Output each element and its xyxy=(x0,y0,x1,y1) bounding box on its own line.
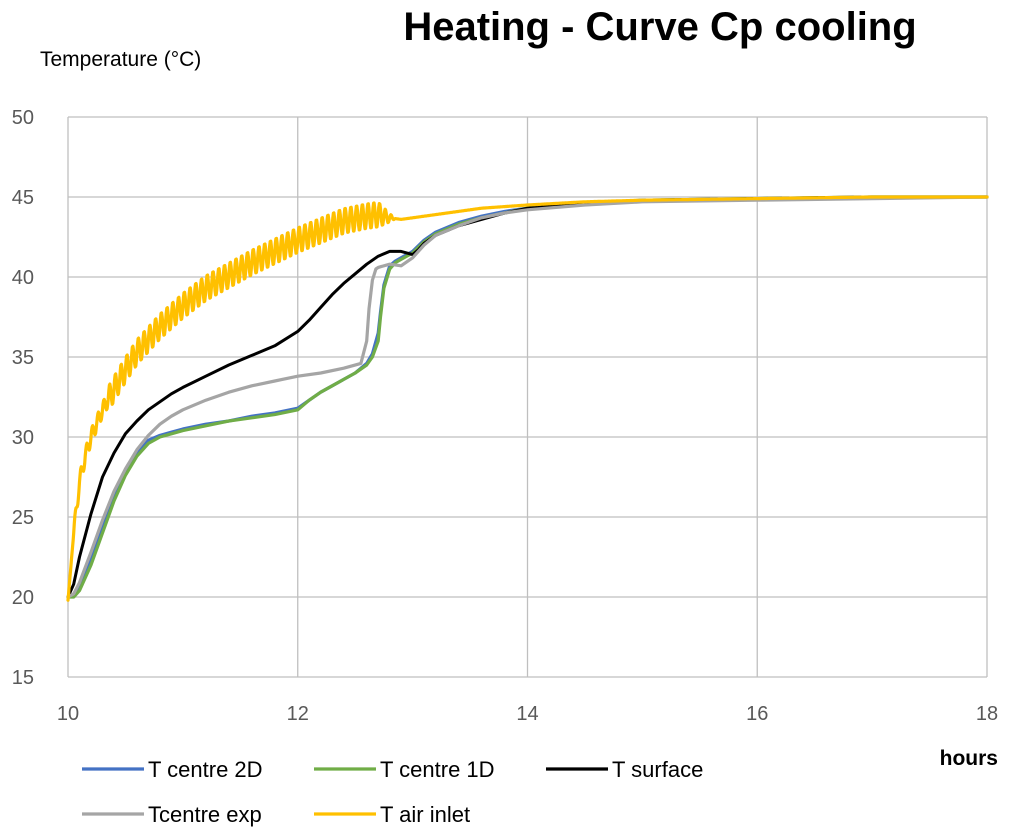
legend: T centre 2D T centre 1D T surface Tcentre e… xyxy=(82,757,703,827)
legend-label-tcentre-exp: Tcentre exp xyxy=(148,802,262,827)
legend-label-t-air-inlet: T air inlet xyxy=(380,802,470,827)
y-tick-label: 45 xyxy=(12,187,34,209)
x-tick-label: 10 xyxy=(57,703,79,725)
legend-label-t-centre-2d: T centre 2D xyxy=(148,757,263,782)
axis-ticks: 15 20 25 30 35 40 45 50 10 12 14 16 18 xyxy=(12,107,998,725)
y-tick-label: 35 xyxy=(12,347,34,369)
x-tick-label: 16 xyxy=(746,703,768,725)
chart-title: Heating - Curve Cp cooling xyxy=(403,5,916,49)
plot-area xyxy=(66,195,989,602)
legend-label-t-centre-1d: T centre 1D xyxy=(380,757,495,782)
series-line-t-air-inlet xyxy=(66,195,989,602)
y-tick-label: 50 xyxy=(12,107,34,129)
y-tick-label: 30 xyxy=(12,427,34,449)
legend-label-t-surface: T surface xyxy=(612,757,703,782)
y-tick-label: 15 xyxy=(12,667,34,689)
y-tick-label: 20 xyxy=(12,587,34,609)
y-axis-label: Temperature (°C) xyxy=(40,48,201,71)
x-axis-label: hours xyxy=(940,747,998,770)
x-tick-label: 14 xyxy=(516,703,538,725)
y-tick-label: 25 xyxy=(12,507,34,529)
x-tick-label: 12 xyxy=(287,703,309,725)
series-line-tcentre-exp xyxy=(66,195,989,599)
x-tick-label: 18 xyxy=(976,703,998,725)
y-tick-label: 40 xyxy=(12,267,34,289)
